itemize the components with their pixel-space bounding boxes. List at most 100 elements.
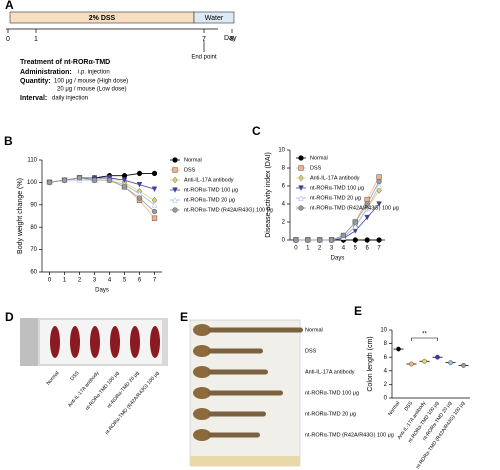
day-label: 0: [6, 36, 10, 43]
marker: [121, 173, 128, 179]
cecum: [193, 324, 211, 336]
colon: [150, 326, 160, 358]
x-axis-label: Days: [95, 288, 109, 294]
legend-label: Normal: [310, 155, 328, 161]
legend-marker: [298, 165, 304, 171]
dot: [448, 360, 453, 366]
photo-d-bg: [40, 320, 162, 364]
legend-label: DSS: [184, 167, 196, 173]
y-axis-label: Colon length (cm): [367, 336, 374, 391]
marker: [364, 201, 370, 207]
colon: [110, 326, 120, 358]
marker: [305, 237, 311, 243]
marker: [151, 208, 158, 215]
water-bar: [193, 11, 235, 24]
y-tick-label: 10: [278, 148, 285, 154]
sample-label: Anti-IL-17A antibody: [305, 369, 355, 375]
x-tick-label: 4: [342, 246, 346, 252]
marker: [151, 186, 158, 193]
marker: [136, 181, 143, 188]
cecum: [193, 408, 211, 420]
legend-marker: [172, 167, 178, 173]
series-line: [295, 185, 380, 241]
marker: [151, 215, 158, 221]
dss-label: 2% DSS: [89, 15, 116, 22]
x-tick-label: 7: [153, 278, 157, 284]
marker: [121, 184, 128, 190]
marker: [376, 237, 382, 243]
marker: [376, 178, 382, 185]
x-tick-label: 5: [354, 246, 358, 252]
marker: [364, 205, 370, 212]
x-tick-label: 4: [108, 278, 112, 284]
y-tick-label: 4: [282, 202, 286, 208]
colon: [90, 326, 100, 358]
panel-letter: B: [4, 134, 13, 148]
y-tick-label: 70: [30, 247, 37, 253]
colon: [208, 369, 268, 375]
legend-marker: [298, 155, 304, 161]
marker: [293, 237, 299, 243]
marker: [376, 183, 382, 189]
legend-marker: [298, 174, 304, 182]
cecum: [193, 366, 211, 378]
cecum: [193, 429, 211, 441]
x-tick-label: 2: [318, 246, 322, 252]
marker: [151, 170, 158, 177]
day-label: 1: [34, 36, 38, 43]
x-tick-label: 5: [123, 278, 127, 284]
colon: [208, 390, 283, 396]
day-label: 7: [202, 36, 206, 43]
y-tick-label: 60: [30, 270, 37, 276]
panel-letter: E: [180, 310, 188, 324]
treatment-title: Treatment of nt-RORα-TMD: [20, 59, 110, 66]
ruler: [20, 318, 38, 366]
cecum: [193, 345, 211, 357]
panel-letter: A: [5, 0, 14, 12]
x-tick-label: 6: [138, 278, 142, 284]
legend-marker: [172, 187, 178, 193]
marker: [136, 195, 143, 201]
y-tick-label: 100: [27, 180, 38, 186]
sample-label: nt-RORα-TMD (R42A/R43G) 100 μg: [305, 432, 394, 438]
x-tick-label: 3: [330, 246, 334, 252]
quantity-low: 20 μg / mouse (Low dose): [57, 87, 127, 93]
x-tick-label: 1: [63, 278, 67, 284]
legend-marker: [172, 197, 178, 203]
y-tick-label: 6: [384, 355, 388, 361]
cecum: [193, 387, 211, 399]
legend-marker: [172, 207, 178, 213]
sample-label: DSS: [69, 370, 81, 382]
panel-letter: C: [252, 124, 261, 138]
y-tick-label: 0: [384, 396, 388, 402]
x-tick-label: DSS: [403, 400, 414, 412]
colon: [130, 326, 140, 358]
marker: [121, 177, 128, 184]
dot: [461, 362, 466, 368]
y-tick-label: 4: [384, 368, 388, 374]
marker: [376, 174, 382, 180]
end-point: End point: [191, 55, 217, 61]
quantity-high: 100 μg / mouse (High dose): [54, 79, 128, 85]
day-label: 8: [230, 36, 234, 43]
y-tick-label: 80: [30, 225, 37, 231]
marker: [328, 237, 335, 243]
dot: [435, 354, 440, 360]
colon: [70, 326, 80, 358]
marker: [46, 179, 53, 186]
legend-label: DSS: [310, 165, 322, 171]
y-tick-label: 0: [282, 238, 286, 244]
x-tick-label: 6: [366, 246, 370, 252]
legend-label: nt-RORα-TMD 100 μg: [184, 187, 238, 193]
y-tick-label: 90: [30, 202, 37, 208]
marker: [352, 223, 359, 230]
y-tick-label: 2: [282, 220, 286, 226]
ruler: [190, 456, 300, 466]
interval-label: Interval:: [20, 95, 47, 102]
colon: [208, 348, 263, 354]
legend-label: nt-RORα-TMD (R42A/R43G) 100 μg: [184, 207, 273, 213]
sample-label: nt-RORα-TMD 20 μg: [305, 411, 356, 417]
y-axis-label: Disease activity index (DAI): [265, 152, 272, 238]
y-tick-label: 2: [384, 382, 388, 388]
x-tick-label: 0: [294, 246, 298, 252]
